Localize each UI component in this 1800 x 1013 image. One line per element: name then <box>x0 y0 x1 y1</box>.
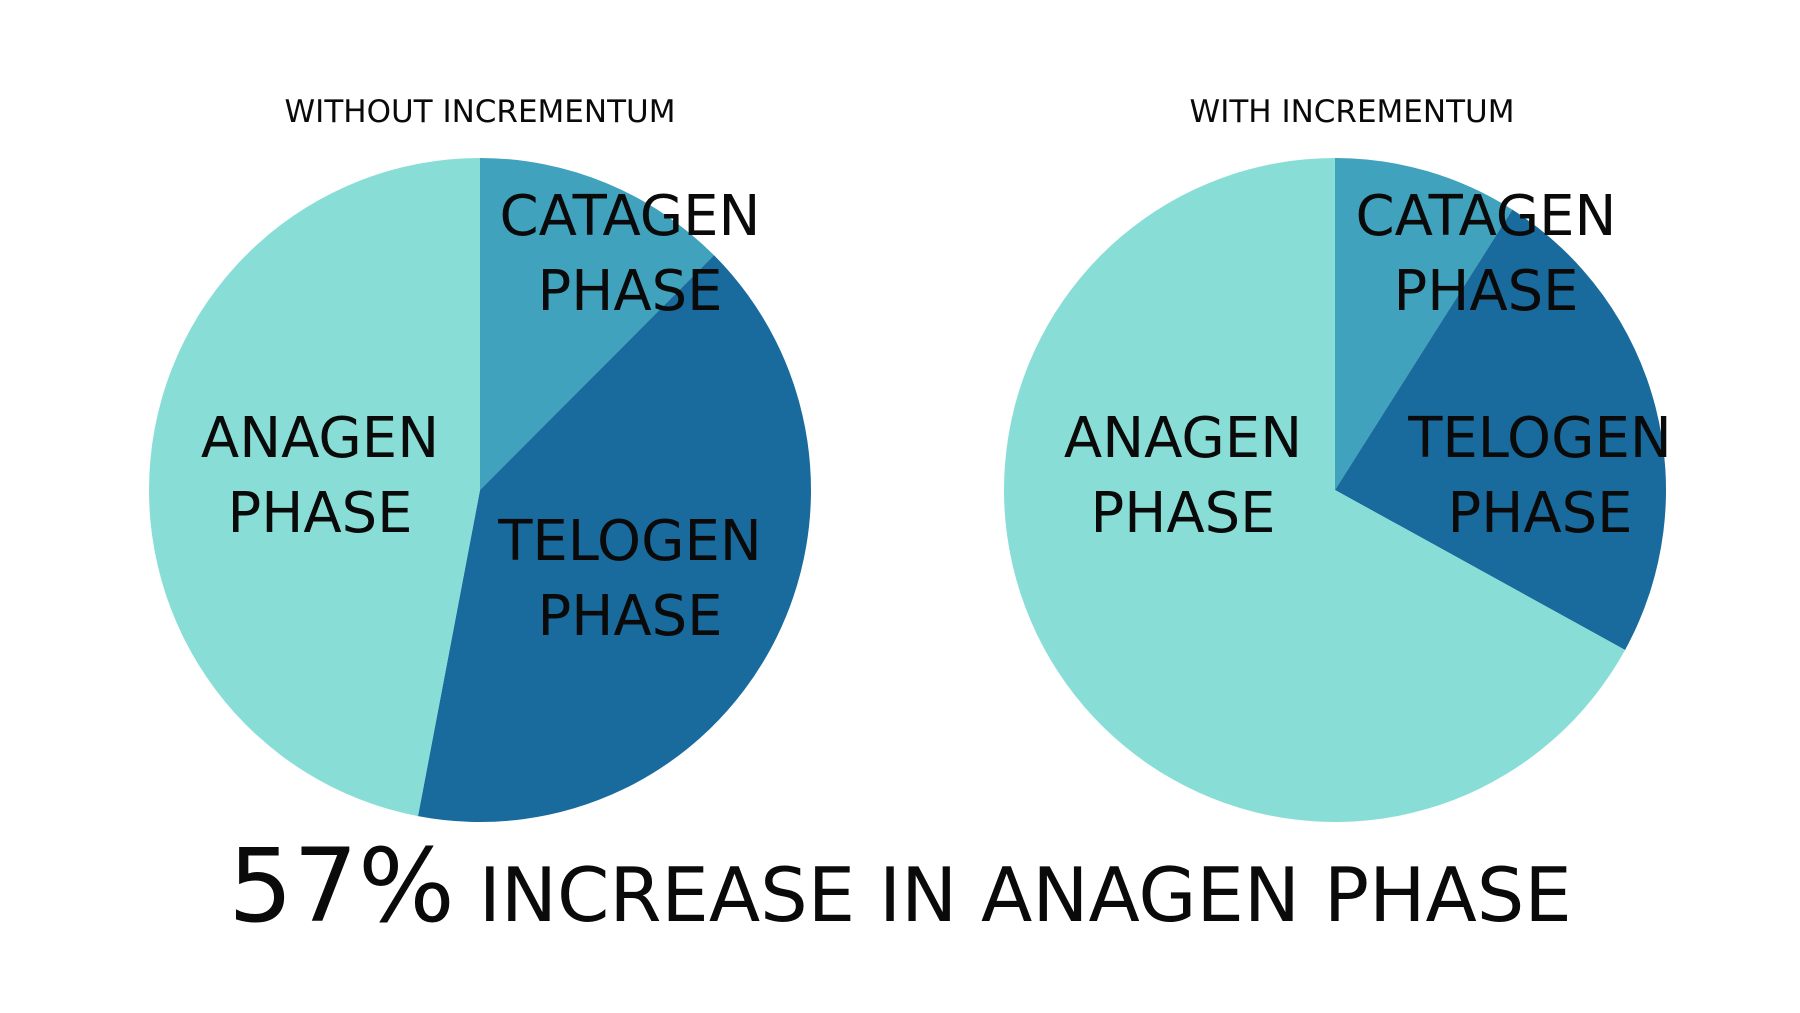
pie-1-slice-anagen <box>1004 158 1626 822</box>
pie-0-label-anagen-line-2: PHASE <box>227 481 412 546</box>
pie-1-label-telogen-line-2: PHASE <box>1447 481 1632 546</box>
pie-1-slice-telogen <box>1335 209 1667 650</box>
pie-0-slice-catagen <box>480 158 715 490</box>
pie-1-slice-catagen <box>1335 158 1513 490</box>
pie-0-title: WITHOUT INCREMENTUM <box>285 94 676 130</box>
pie-1-label-anagen-line-2: PHASE <box>1090 481 1275 546</box>
pie-1-label-anagen-line-1: ANAGEN <box>1064 406 1302 471</box>
pie-0-label-telogen-line-2: PHASE <box>537 584 722 649</box>
pie-0-slice-telogen <box>417 255 811 822</box>
pie-0-label-anagen-line-1: ANAGEN <box>201 406 439 471</box>
headline: 57% INCREASE IN ANAGEN PHASE <box>0 836 1800 938</box>
pie-chart-without-incrementum: CATAGEN PHASE TELOGEN PHASE ANAGEN PHASE WITHO… <box>149 94 811 822</box>
pie-chart-with-incrementum: CATAGEN PHASE TELOGEN PHASE ANAGEN PHASE WITH … <box>1004 94 1672 822</box>
pie-0-label-catagen-line-2: PHASE <box>537 259 722 324</box>
pie-1-title: WITH INCREMENTUM <box>1190 94 1515 130</box>
pie-1-label-catagen-line-2: PHASE <box>1393 259 1578 324</box>
pie-0-label-telogen-line-1: TELOGEN <box>497 509 762 574</box>
headline-percent: 57% <box>228 827 455 946</box>
headline-text: INCREASE IN ANAGEN PHASE <box>478 851 1572 939</box>
pie-1-label-telogen-line-1: TELOGEN <box>1407 406 1672 471</box>
pie-1-label-catagen-line-1: CATAGEN <box>1356 184 1617 249</box>
pie-0-slice-anagen <box>149 158 481 817</box>
pie-0-label-catagen-line-1: CATAGEN <box>500 184 761 249</box>
